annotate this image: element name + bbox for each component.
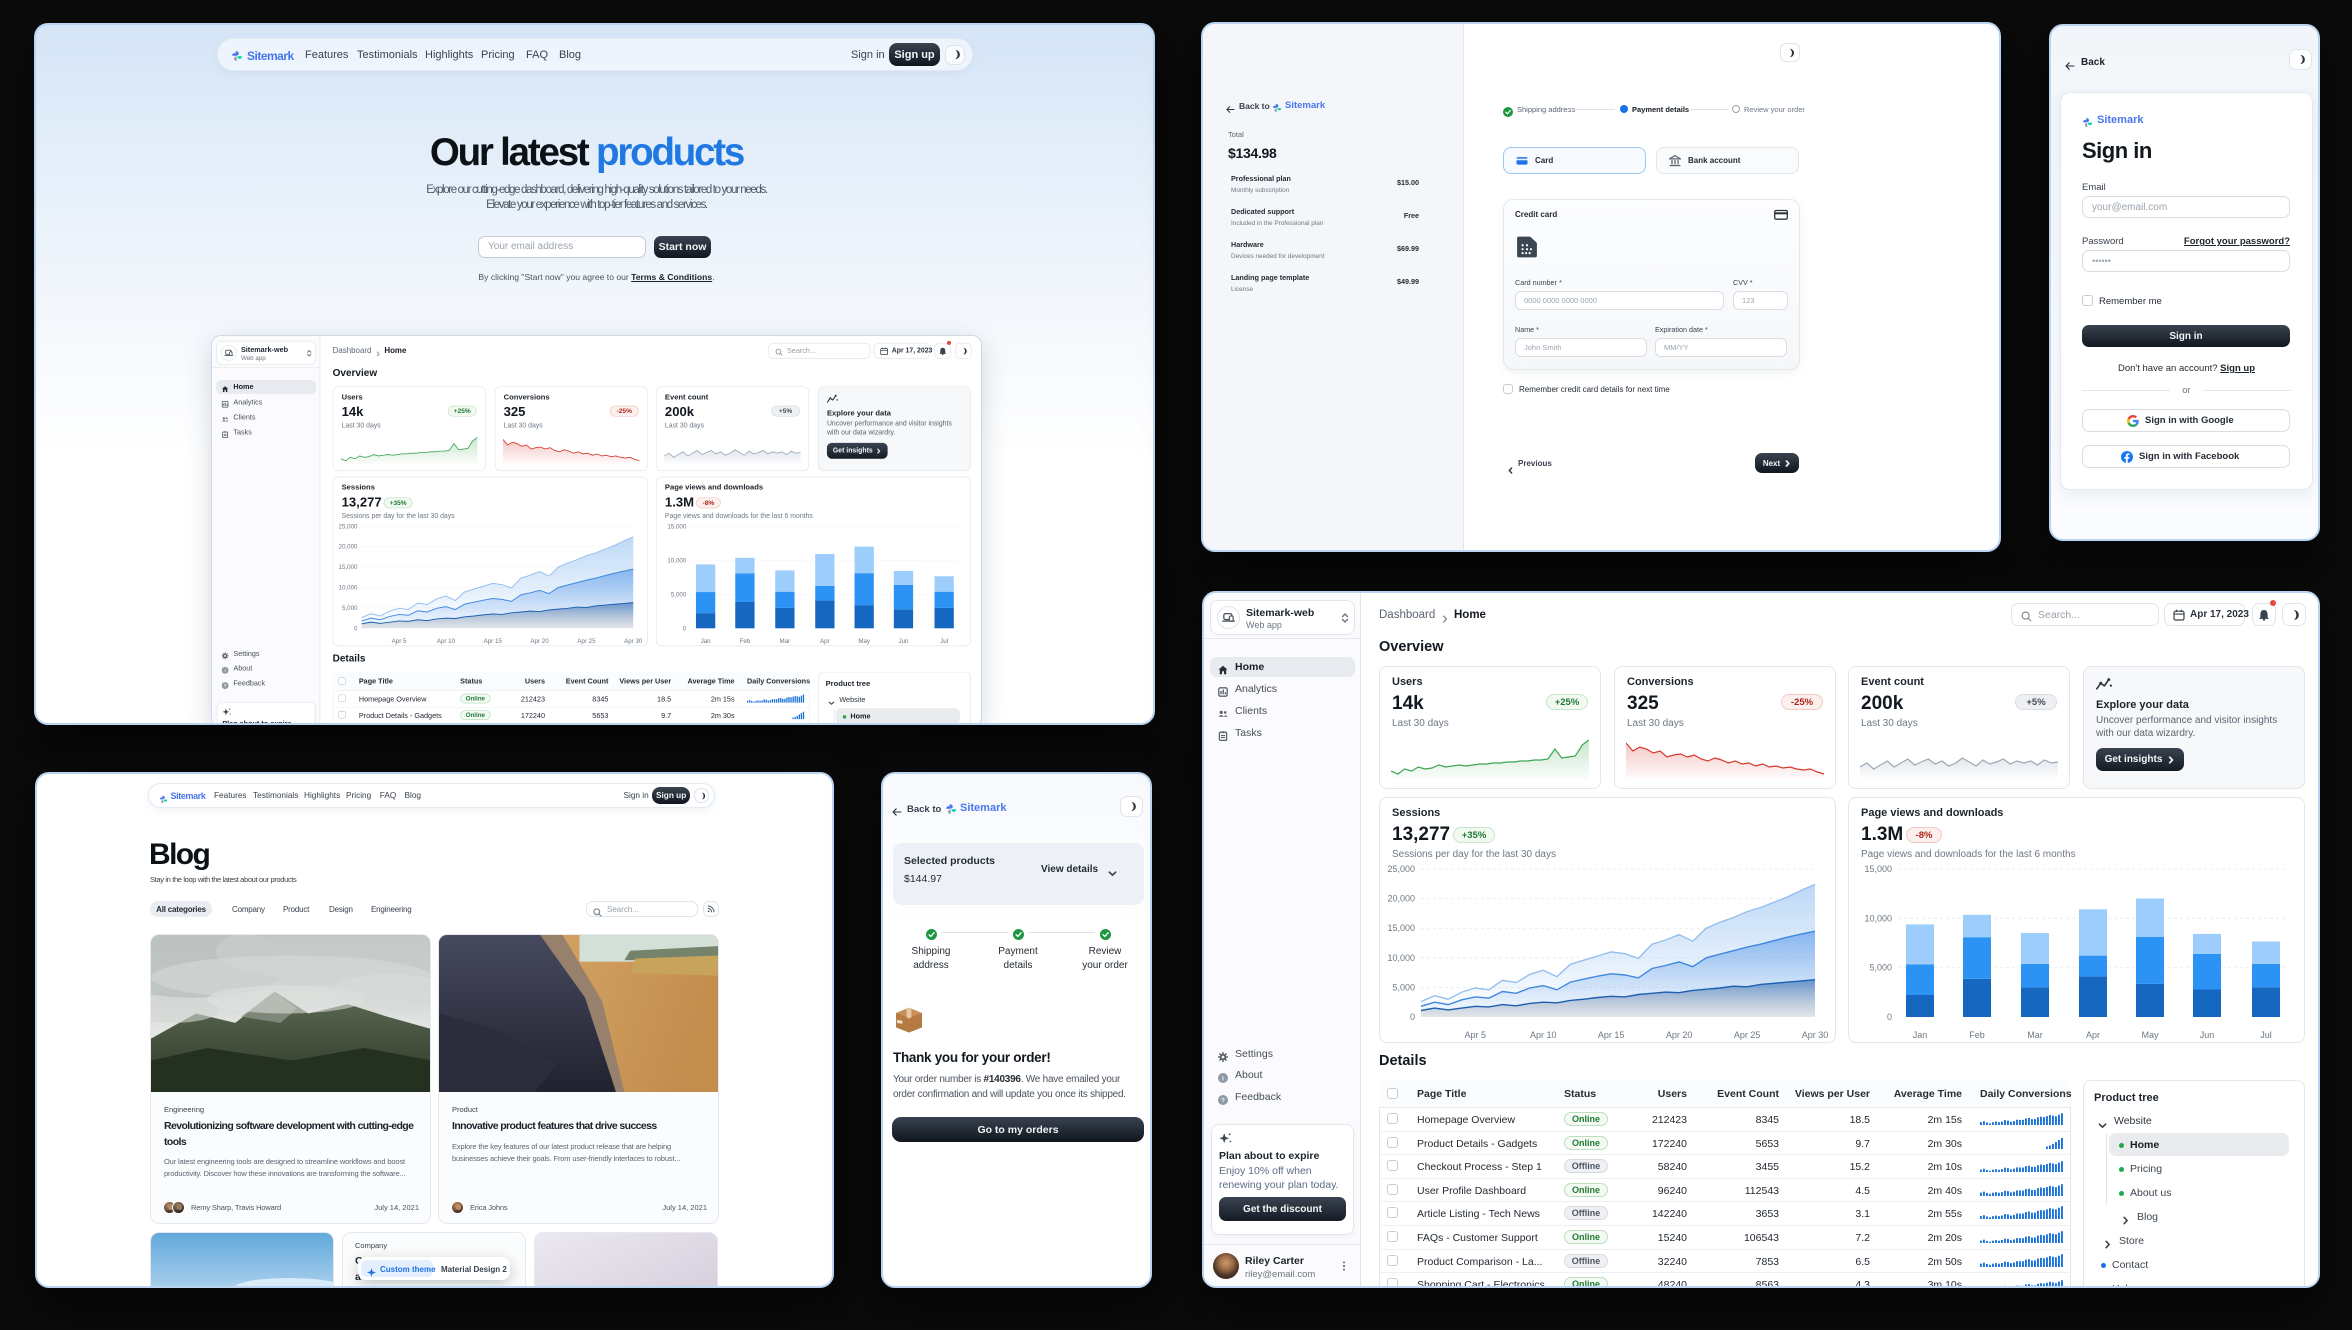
svg-text:Apr 10: Apr 10: [1530, 1030, 1557, 1040]
svg-text:Apr 15: Apr 15: [1598, 1030, 1625, 1040]
svg-text:10,000: 10,000: [667, 557, 686, 564]
svg-text:25,000: 25,000: [339, 523, 358, 530]
svg-text:Mar: Mar: [780, 638, 791, 645]
svg-text:0: 0: [354, 625, 358, 632]
svg-text:10,000: 10,000: [1864, 913, 1892, 923]
svg-text:Apr 5: Apr 5: [392, 638, 407, 645]
svg-text:Apr 10: Apr 10: [437, 638, 456, 645]
svg-text:10,000: 10,000: [1387, 953, 1415, 963]
svg-text:Jul: Jul: [940, 638, 948, 645]
svg-text:Apr 20: Apr 20: [530, 638, 549, 645]
svg-text:i: i: [225, 668, 226, 673]
svg-text:May: May: [2141, 1030, 2159, 1040]
svg-text:15,000: 15,000: [1864, 864, 1892, 874]
svg-text:?: ?: [1221, 1097, 1225, 1104]
svg-text:0: 0: [1410, 1012, 1415, 1022]
svg-text:20,000: 20,000: [339, 544, 358, 551]
svg-text:15,000: 15,000: [667, 523, 686, 530]
svg-text:15,000: 15,000: [1387, 923, 1415, 933]
svg-text:5,000: 5,000: [1392, 982, 1415, 992]
svg-text:Apr 5: Apr 5: [1465, 1030, 1487, 1040]
svg-text:5,000: 5,000: [1869, 963, 1892, 973]
svg-text:Jun: Jun: [898, 638, 909, 645]
svg-text:i: i: [1222, 1075, 1224, 1082]
svg-text:5,000: 5,000: [342, 605, 358, 612]
svg-text:10,000: 10,000: [339, 585, 358, 592]
svg-text:0: 0: [683, 625, 687, 632]
svg-text:Feb: Feb: [740, 638, 751, 645]
svg-text:Apr 30: Apr 30: [624, 638, 643, 645]
svg-text:Jun: Jun: [2200, 1030, 2215, 1040]
svg-text:Jan: Jan: [701, 638, 712, 645]
svg-text:15,000: 15,000: [339, 564, 358, 571]
svg-text:Apr 25: Apr 25: [1734, 1030, 1761, 1040]
svg-text:Mar: Mar: [2027, 1030, 2043, 1040]
svg-text:Apr: Apr: [2086, 1030, 2100, 1040]
svg-text:Jan: Jan: [1913, 1030, 1928, 1040]
svg-text:0: 0: [1887, 1012, 1892, 1022]
svg-text:20,000: 20,000: [1387, 894, 1415, 904]
svg-text:Apr: Apr: [820, 638, 830, 645]
svg-text:5,000: 5,000: [671, 591, 687, 598]
svg-text:Apr 15: Apr 15: [484, 638, 503, 645]
svg-text:May: May: [858, 638, 871, 645]
svg-text:25,000: 25,000: [1387, 864, 1415, 874]
svg-text:Apr 25: Apr 25: [577, 638, 596, 645]
svg-text:?: ?: [224, 683, 227, 688]
svg-text:Apr 30: Apr 30: [1802, 1030, 1829, 1040]
svg-text:Jul: Jul: [2260, 1030, 2272, 1040]
svg-text:Apr 20: Apr 20: [1666, 1030, 1693, 1040]
svg-text:Feb: Feb: [1969, 1030, 1985, 1040]
